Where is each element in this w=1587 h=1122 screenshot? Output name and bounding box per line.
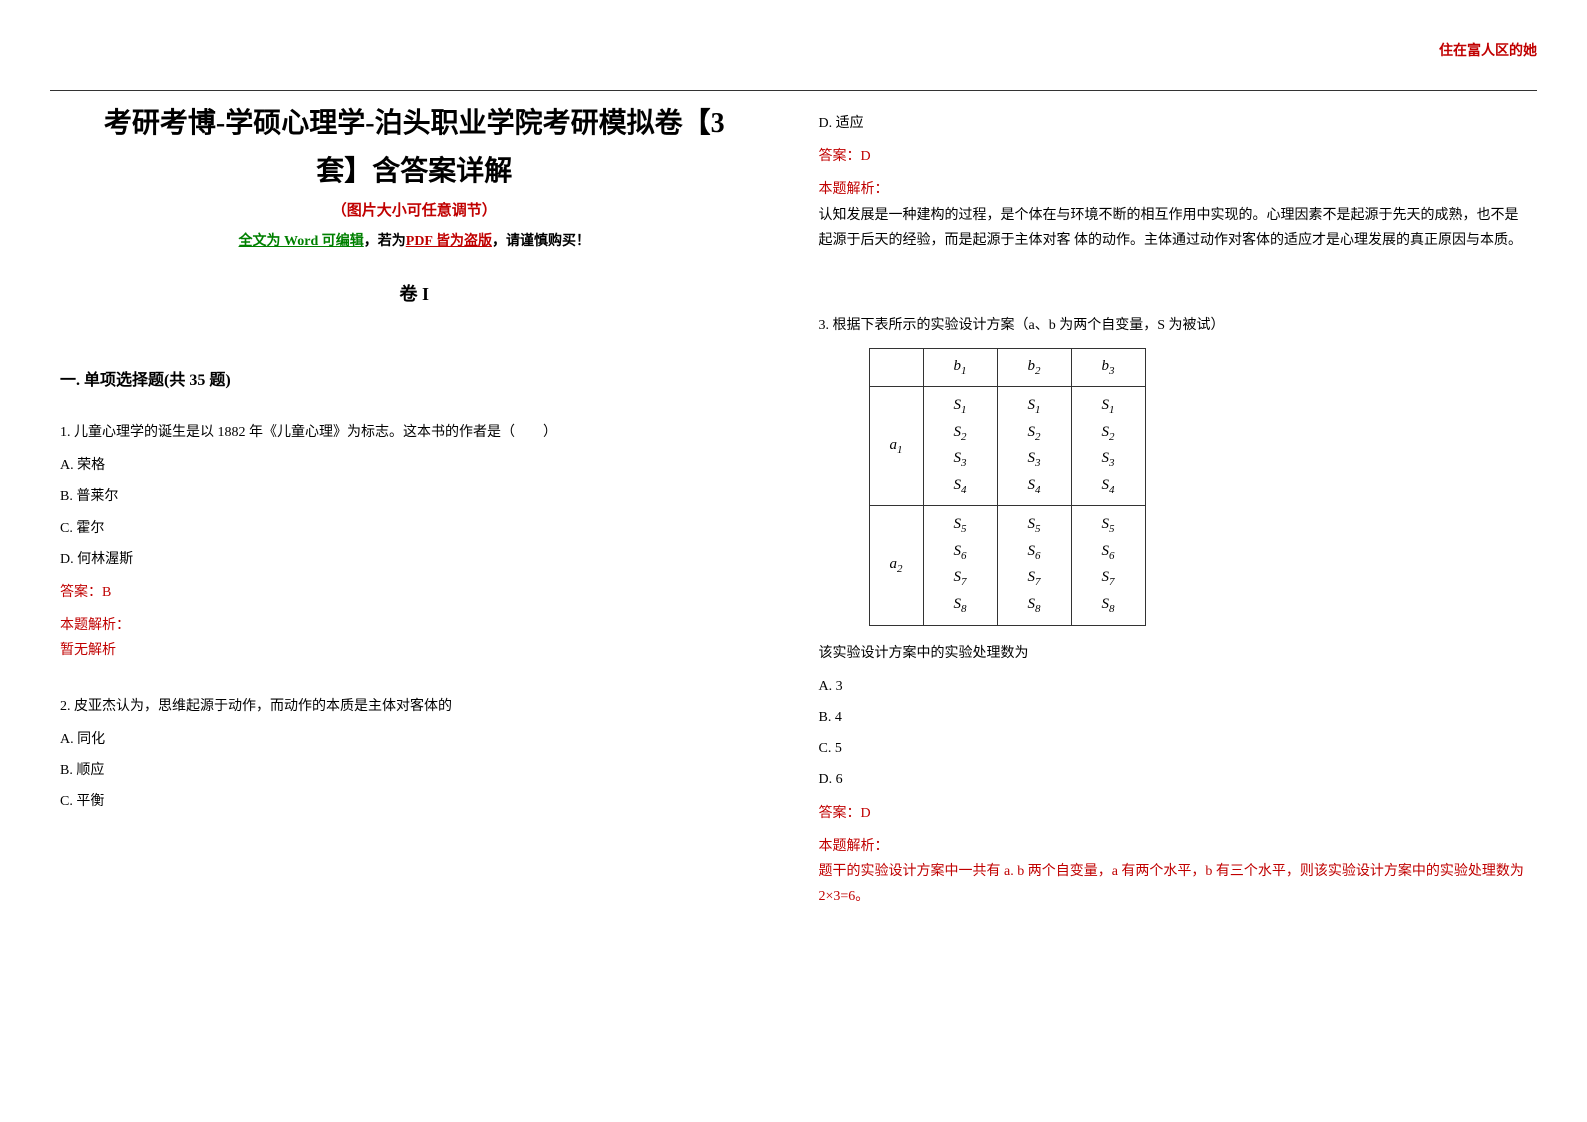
question-3: 3. 根据下表所示的实验设计方案（a、b 为两个自变量，S 为被试） b1 b2… — [819, 313, 1528, 909]
q2-answer: 答案：D — [819, 144, 1528, 169]
subtitle-red: （图片大小可任意调节） — [60, 199, 769, 220]
title-line-2: 套】含答案详解 — [60, 149, 769, 189]
q2-option-c: C. 平衡 — [60, 789, 769, 814]
design-table: b1 b2 b3 a1 S1S2S3S4 S1S2S3S4 S1S2S3S4 a… — [869, 348, 1146, 626]
q1-answer: 答案：B — [60, 580, 769, 605]
q1-analysis-label: 本题解析： — [60, 618, 130, 633]
q2-option-b: B. 顺应 — [60, 758, 769, 783]
q2-analysis-label: 本题解析： — [819, 182, 889, 197]
q1-analysis: 本题解析： 暂无解析 — [60, 613, 769, 663]
q2-text: 2. 皮亚杰认为，思维起源于动作，而动作的本质是主体对客体的 — [60, 694, 769, 719]
row-header-a2: a2 — [869, 506, 923, 625]
q1-option-a: A. 荣格 — [60, 453, 769, 478]
q3-option-b: B. 4 — [819, 705, 1528, 730]
table-empty-cell — [869, 349, 923, 387]
col-header-b3: b3 — [1071, 349, 1145, 387]
q2-analysis: 本题解析： 认知发展是一种建构的过程，是个体在与环境不断的相互作用中实现的。心理… — [819, 177, 1528, 253]
q2-option-d: D. 适应 — [819, 111, 1528, 136]
q3-option-d: D. 6 — [819, 767, 1528, 792]
q3-analysis: 本题解析： 题干的实验设计方案中一共有 a. b 两个自变量，a 有两个水平，b… — [819, 834, 1528, 910]
q1-option-d: D. 何林渥斯 — [60, 547, 769, 572]
cell-a2-b2: S5S6S7S8 — [997, 506, 1071, 625]
notice-line: 全文为 Word 可编辑，若为PDF 皆为盗版，请谨慎购买！ — [60, 230, 769, 250]
q3-analysis-text: 题干的实验设计方案中一共有 a. b 两个自变量，a 有两个水平，b 有三个水平… — [819, 864, 1524, 904]
cell-a2-b3: S5S6S7S8 — [1071, 506, 1145, 625]
q3-post-table: 该实验设计方案中的实验处理数为 — [819, 641, 1528, 666]
content-wrapper: 考研考博-学硕心理学-泊头职业学院考研模拟卷【3 套】含答案详解 （图片大小可任… — [50, 101, 1537, 939]
q3-option-a: A. 3 — [819, 674, 1528, 699]
q1-option-c: C. 霍尔 — [60, 516, 769, 541]
table-row-a2: a2 S5S6S7S8 S5S6S7S8 S5S6S7S8 — [869, 506, 1145, 625]
notice-black-2: ，请谨慎购买！ — [492, 234, 590, 249]
table-header-row: b1 b2 b3 — [869, 349, 1145, 387]
notice-red: PDF 皆为盗版 — [406, 234, 492, 249]
cell-a1-b3: S1S2S3S4 — [1071, 386, 1145, 505]
q1-text: 1. 儿童心理学的诞生是以 1882 年《儿童心理》为标志。这本书的作者是（ ） — [60, 420, 769, 445]
question-2-part2: D. 适应 答案：D 本题解析： 认知发展是一种建构的过程，是个体在与环境不断的… — [819, 111, 1528, 253]
cell-a2-b1: S5S6S7S8 — [923, 506, 997, 625]
q2-analysis-text: 认知发展是一种建构的过程，是个体在与环境不断的相互作用中实现的。心理因素不是起源… — [819, 208, 1523, 248]
cell-a1-b2: S1S2S3S4 — [997, 386, 1071, 505]
header-right-text: 住在富人区的她 — [1439, 40, 1537, 60]
table-row-a1: a1 S1S2S3S4 S1S2S3S4 S1S2S3S4 — [869, 386, 1145, 505]
notice-black-1: ，若为 — [364, 234, 406, 249]
right-column: D. 适应 答案：D 本题解析： 认知发展是一种建构的过程，是个体在与环境不断的… — [809, 101, 1538, 939]
q3-answer: 答案：D — [819, 801, 1528, 826]
title-line-1: 考研考博-学硕心理学-泊头职业学院考研模拟卷【3 — [60, 101, 769, 141]
question-2-part1: 2. 皮亚杰认为，思维起源于动作，而动作的本质是主体对客体的 A. 同化 B. … — [60, 694, 769, 815]
q3-table-container: b1 b2 b3 a1 S1S2S3S4 S1S2S3S4 S1S2S3S4 a… — [869, 348, 1528, 626]
q3-analysis-label: 本题解析： — [819, 839, 889, 854]
q1-option-b: B. 普莱尔 — [60, 484, 769, 509]
q3-text: 3. 根据下表所示的实验设计方案（a、b 为两个自变量，S 为被试） — [819, 313, 1528, 338]
q1-analysis-text: 暂无解析 — [60, 643, 116, 658]
question-1: 1. 儿童心理学的诞生是以 1882 年《儿童心理》为标志。这本书的作者是（ ）… — [60, 420, 769, 664]
top-divider — [50, 90, 1537, 91]
col-header-b1: b1 — [923, 349, 997, 387]
section-title: 一. 单项选择题(共 35 题) — [60, 366, 769, 390]
row-header-a1: a1 — [869, 386, 923, 505]
q3-option-c: C. 5 — [819, 736, 1528, 761]
left-column: 考研考博-学硕心理学-泊头职业学院考研模拟卷【3 套】含答案详解 （图片大小可任… — [50, 101, 779, 939]
q2-option-a: A. 同化 — [60, 727, 769, 752]
cell-a1-b1: S1S2S3S4 — [923, 386, 997, 505]
notice-green: 全文为 Word 可编辑 — [239, 234, 364, 249]
col-header-b2: b2 — [997, 349, 1071, 387]
section-marker: 卷 I — [60, 280, 769, 306]
